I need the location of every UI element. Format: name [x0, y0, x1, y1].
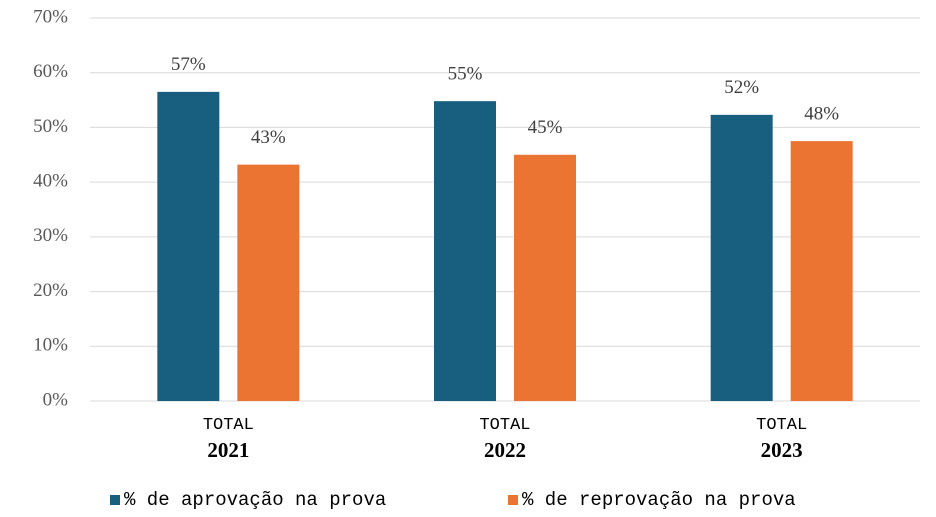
- legend-label: % de aprovação na prova: [124, 489, 386, 511]
- data-label: 55%: [448, 64, 483, 85]
- bar: [157, 91, 220, 401]
- y-tick-label: 10%: [33, 335, 68, 356]
- x-tick-label: TOTAL 2021: [203, 416, 254, 461]
- y-tick-label: 30%: [33, 225, 68, 246]
- data-label: 52%: [724, 77, 759, 98]
- y-tick-label: 20%: [33, 280, 68, 301]
- bar: [514, 154, 576, 401]
- y-tick-label: 60%: [33, 61, 68, 82]
- data-label: 43%: [251, 127, 286, 148]
- legend-swatch: [508, 495, 518, 505]
- bar: [434, 101, 496, 401]
- x-tick-label: TOTAL 2022: [479, 416, 530, 461]
- x-tick-label: TOTAL 2023: [756, 416, 807, 461]
- y-tick-label: 40%: [33, 171, 68, 192]
- data-label: 48%: [804, 103, 839, 124]
- bar: [237, 164, 300, 401]
- data-label: 45%: [528, 117, 563, 138]
- y-tick-label: 70%: [33, 6, 68, 27]
- legend-swatch: [110, 495, 120, 505]
- legend-label: % de reprovação na prova: [522, 489, 796, 511]
- bar: [710, 114, 773, 401]
- y-tick-label: 50%: [33, 116, 68, 137]
- bar: [790, 141, 853, 401]
- data-label: 57%: [171, 54, 206, 75]
- y-tick-label: 0%: [43, 389, 69, 410]
